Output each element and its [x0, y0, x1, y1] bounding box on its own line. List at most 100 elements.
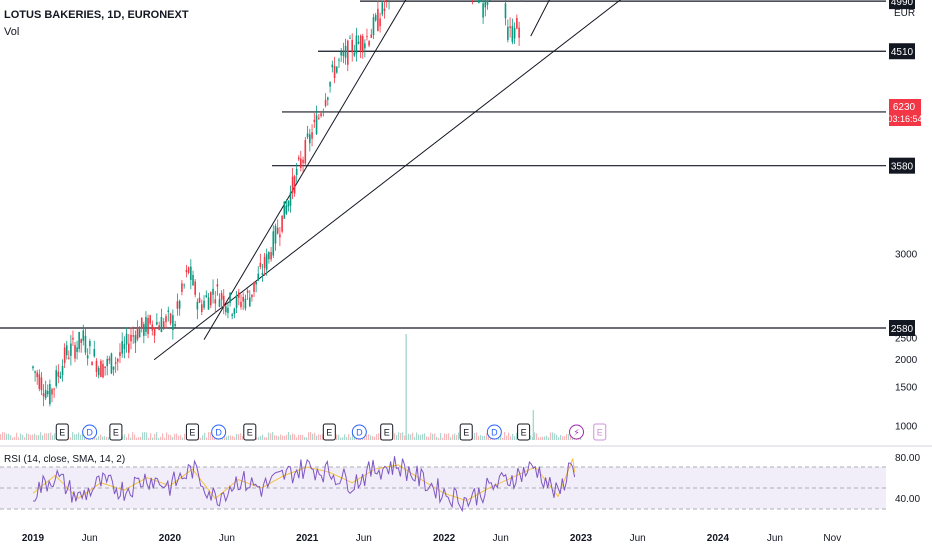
candle-body: [361, 35, 364, 53]
volume-bar: [554, 433, 556, 440]
candle-body: [240, 301, 242, 308]
candle-body: [279, 234, 281, 238]
candle-body: [291, 176, 294, 193]
candle-body: [74, 345, 76, 359]
candle-body: [313, 119, 316, 122]
rsi-tick-80: 80.00: [895, 453, 920, 464]
volume-bar: [28, 434, 30, 440]
candle-body: [44, 390, 47, 399]
volume-bar: [176, 433, 178, 440]
candle-body: [259, 262, 262, 268]
candle-body: [353, 52, 356, 56]
price-tick-1000: 1000: [895, 422, 918, 433]
candle-body: [89, 341, 91, 347]
volume-bar: [2, 432, 4, 440]
volume-bar: [128, 433, 130, 440]
candle-body: [311, 132, 313, 139]
volume-bar: [286, 434, 288, 440]
volume-bar: [44, 433, 46, 440]
volume-bar: [316, 435, 318, 440]
candle-body: [235, 295, 238, 308]
volume-bar: [158, 437, 160, 440]
candle-body: [374, 15, 377, 21]
candle-body: [488, 0, 491, 1]
volume-bar: [426, 436, 428, 440]
candle-body: [183, 284, 185, 286]
candle-body: [78, 331, 80, 349]
candle-body: [76, 347, 78, 352]
candle-body: [486, 0, 489, 5]
volume-bar: [232, 436, 234, 440]
earnings-marker: [109, 423, 123, 441]
volume-bar: [288, 432, 290, 440]
price-badge-bg: [889, 99, 921, 126]
candle-body: [272, 231, 275, 256]
candle-body: [207, 297, 210, 310]
candle-body: [160, 317, 163, 332]
volume-bar: [542, 436, 544, 440]
volume-bar: [230, 435, 232, 440]
candle-body: [162, 321, 165, 328]
candle-body: [511, 25, 514, 43]
volume-bar: [54, 433, 56, 440]
candle-body: [383, 8, 386, 12]
earnings-marker-label: E: [521, 428, 527, 438]
earnings-marker-label: E: [463, 428, 469, 438]
volume-bar: [350, 437, 352, 440]
dividend-marker: [82, 424, 98, 440]
volume-bar: [134, 434, 136, 440]
volume-bar: [292, 433, 294, 440]
candle-body: [172, 315, 174, 330]
volume-bar: [508, 432, 510, 440]
dividend-marker-label: D: [356, 428, 363, 438]
candle-body: [315, 115, 318, 134]
candle-body: [196, 301, 199, 310]
candle-body: [158, 325, 160, 330]
candle-body: [49, 383, 51, 405]
volume-bar: [78, 432, 80, 440]
volume-bar: [146, 432, 148, 440]
candle-body: [306, 133, 309, 138]
candle-body: [218, 299, 221, 307]
volume-bar: [568, 434, 570, 440]
candle-body: [285, 205, 288, 214]
candle-body: [253, 281, 255, 292]
earnings-marker-label: E: [247, 428, 253, 438]
candle-body: [116, 359, 119, 362]
volume-bar: [458, 432, 460, 440]
volume-bar: [564, 436, 566, 440]
candle-body: [246, 290, 249, 293]
candle-body: [309, 134, 311, 144]
volume-bar: [414, 437, 416, 440]
candle-body: [342, 51, 345, 57]
price-badge-value: 6230: [893, 102, 916, 113]
candle-body: [38, 374, 41, 389]
earnings-marker-label: E: [189, 428, 195, 438]
candle-body: [257, 273, 260, 281]
volume-bar: [46, 433, 48, 440]
candle-body: [53, 388, 55, 390]
candle-body: [231, 314, 233, 316]
candle-body: [368, 41, 370, 46]
volume-spike: [405, 334, 407, 440]
volume-bar: [428, 437, 430, 440]
volume-bar: [394, 433, 396, 440]
volume-bar: [22, 435, 24, 440]
candle-body: [205, 295, 208, 298]
volume-bar: [242, 435, 244, 440]
candle-body: [72, 337, 74, 340]
volume-bar: [370, 435, 372, 440]
candle-body: [478, 0, 480, 4]
time-tick-3: Jun: [219, 533, 235, 544]
candle-body: [287, 201, 290, 207]
volume-bar: [16, 432, 18, 440]
volume-bar: [42, 435, 44, 440]
volume-bar: [24, 437, 26, 440]
volume-bar: [48, 433, 50, 440]
volume-bar: [6, 433, 8, 440]
level-badge-bg-4510: [889, 43, 915, 60]
volume-bar: [536, 433, 538, 440]
dividend-marker-label: D: [86, 428, 93, 438]
